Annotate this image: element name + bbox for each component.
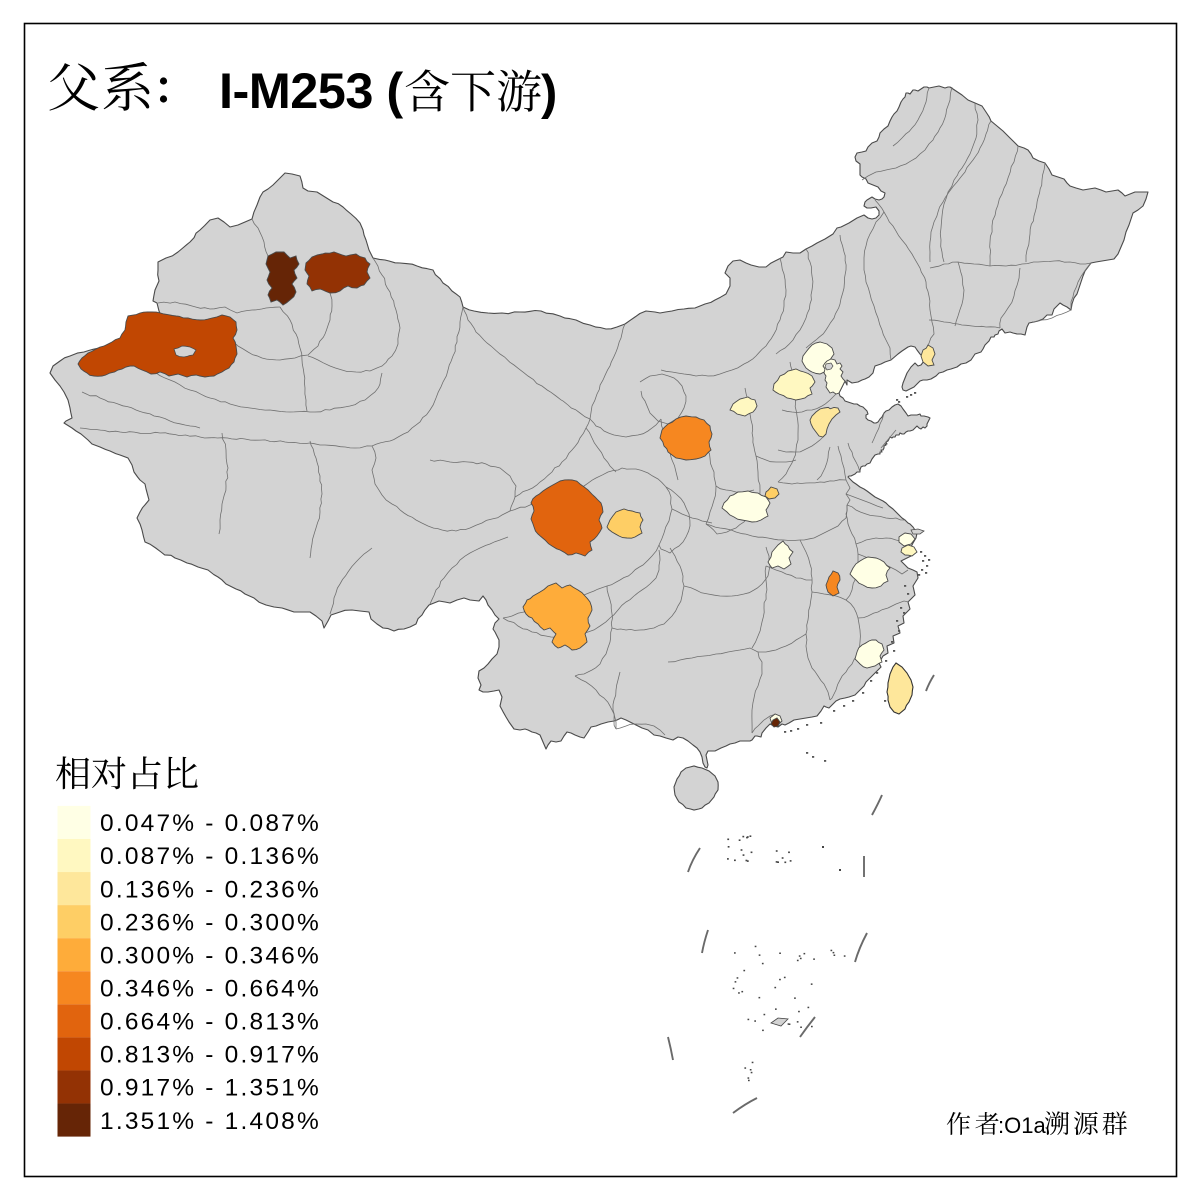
svg-text:0.346% - 0.664%: 0.346% - 0.664% (100, 976, 321, 1003)
svg-text:0.300% - 0.346%: 0.300% - 0.346% (100, 942, 321, 969)
svg-text:I-M253 (: I-M253 ( (219, 62, 403, 119)
svg-text:0.664% - 0.813%: 0.664% - 0.813% (100, 1009, 321, 1036)
svg-text:0.917% - 1.351%: 0.917% - 1.351% (100, 1075, 321, 1102)
svg-text:0.047% - 0.087%: 0.047% - 0.087% (100, 810, 321, 837)
svg-text:1.351% - 1.408%: 1.351% - 1.408% (100, 1108, 321, 1135)
svg-text:): ) (541, 66, 557, 120)
svg-text:0.236% - 0.300%: 0.236% - 0.300% (100, 909, 321, 936)
svg-text:0.813% - 0.917%: 0.813% - 0.917% (100, 1042, 321, 1069)
svg-text:0.136% - 0.236%: 0.136% - 0.236% (100, 876, 321, 903)
svg-text::O1a: :O1a (998, 1113, 1046, 1138)
svg-text:0.087% - 0.136%: 0.087% - 0.136% (100, 843, 321, 870)
